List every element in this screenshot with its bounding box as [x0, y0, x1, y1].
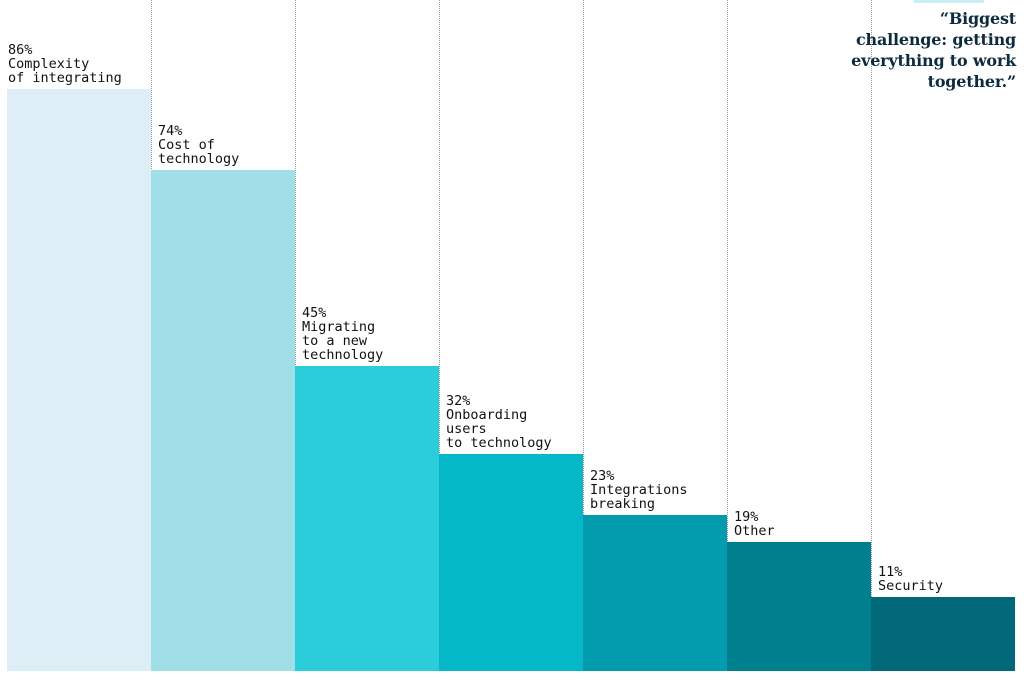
bar [295, 366, 439, 671]
bar [151, 170, 295, 671]
bar-category-label: Security [878, 577, 944, 594]
column-divider [438, 0, 440, 671]
column-divider [870, 0, 872, 671]
bar-category-label: Other [734, 523, 775, 540]
bar-value-label: 32% [446, 393, 471, 410]
bar-label: 23% Integrations breaking [590, 469, 688, 511]
bar-category-label: Complexity of integrating [8, 55, 122, 86]
bar-label: 32% Onboarding users to technology [446, 394, 552, 450]
bar-label: 19% Other [734, 510, 775, 538]
bar-label: 45% Migrating to a new technology [302, 306, 383, 362]
bar-value-label: 19% [734, 509, 759, 526]
bar [871, 596, 1015, 671]
bar-category-label: Cost of technology [158, 137, 240, 168]
bar [439, 454, 583, 671]
bar-category-label: Migrating to a new technology [302, 319, 384, 364]
bar-value-label: 45% [302, 305, 327, 322]
bar-value-label: 86% [8, 41, 33, 58]
bar-category-label: Integrations breaking [590, 482, 688, 513]
bar-value-label: 23% [590, 468, 615, 485]
bar [583, 515, 727, 671]
bar-label: 11% Security [878, 565, 943, 593]
column-divider [294, 0, 296, 671]
bar-label: 86% Complexity of integrating [8, 43, 122, 85]
chart-quote: “Biggest challenge: getting everything t… [851, 9, 1016, 91]
bar-value-label: 74% [158, 123, 183, 140]
bar-value-label: 11% [878, 563, 903, 580]
bar [7, 88, 151, 671]
bar [727, 542, 871, 671]
bar-label: 74% Cost of technology [158, 124, 239, 166]
quote-accent-bar [914, 0, 984, 3]
bar-category-label: Onboarding users to technology [446, 407, 552, 452]
column-divider [726, 0, 728, 671]
column-divider [582, 0, 584, 671]
